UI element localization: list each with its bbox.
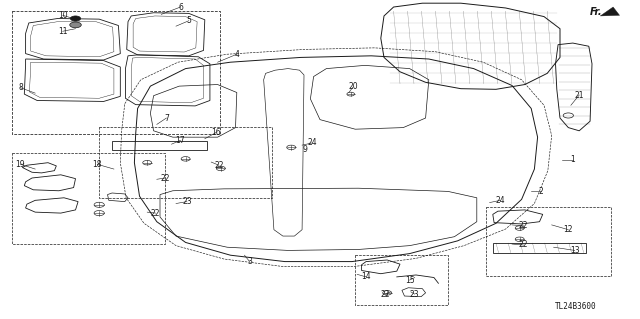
Circle shape xyxy=(70,16,81,21)
Text: 22: 22 xyxy=(381,290,390,299)
Text: 12: 12 xyxy=(564,225,573,234)
Text: Fr.: Fr. xyxy=(590,7,603,17)
Text: 9: 9 xyxy=(302,145,307,154)
Bar xyxy=(112,141,207,150)
Text: 13: 13 xyxy=(570,246,580,255)
Text: 16: 16 xyxy=(211,128,221,137)
Bar xyxy=(99,127,272,198)
Text: 23: 23 xyxy=(410,290,420,299)
Text: 20: 20 xyxy=(348,82,358,91)
Text: 22: 22 xyxy=(519,241,528,249)
Text: TL24B3600: TL24B3600 xyxy=(555,302,597,311)
Text: 4: 4 xyxy=(234,50,239,59)
Text: 22: 22 xyxy=(519,221,528,230)
Circle shape xyxy=(70,22,81,28)
Text: 3: 3 xyxy=(247,257,252,266)
Text: 19: 19 xyxy=(15,160,26,169)
Text: 11: 11 xyxy=(58,27,67,36)
Bar xyxy=(493,243,586,253)
Bar xyxy=(486,207,611,276)
Text: 18: 18 xyxy=(93,160,102,169)
Text: 6: 6 xyxy=(178,3,183,11)
Bar xyxy=(12,11,220,134)
Text: 22: 22 xyxy=(161,174,170,182)
Text: 5: 5 xyxy=(186,16,191,25)
Text: 21: 21 xyxy=(575,91,584,100)
Polygon shape xyxy=(600,7,620,16)
Text: 7: 7 xyxy=(164,114,169,122)
Text: 14: 14 xyxy=(361,272,371,281)
Text: 8: 8 xyxy=(18,83,23,92)
Text: 22: 22 xyxy=(214,161,223,170)
Text: 24: 24 xyxy=(495,196,506,205)
Text: 17: 17 xyxy=(175,136,186,145)
Bar xyxy=(355,255,448,305)
Bar xyxy=(12,153,165,244)
Text: 1: 1 xyxy=(570,155,575,164)
Text: 22: 22 xyxy=(151,209,160,218)
Text: 2: 2 xyxy=(538,187,543,196)
Text: 24: 24 xyxy=(307,138,317,147)
Text: 10: 10 xyxy=(58,11,68,20)
Text: 15: 15 xyxy=(404,276,415,285)
Text: 23: 23 xyxy=(182,197,192,206)
